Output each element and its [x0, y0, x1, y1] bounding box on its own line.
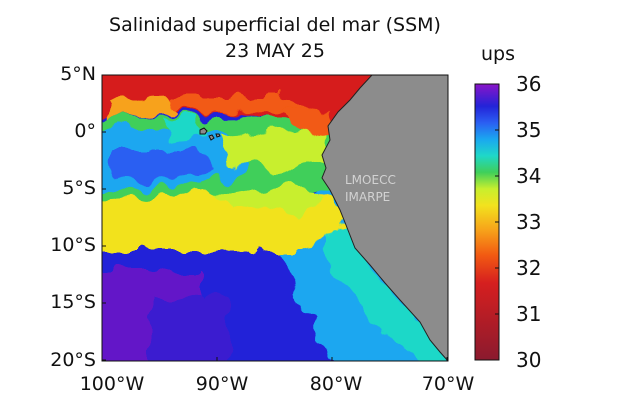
lat-label-5n: 5°N — [60, 63, 96, 85]
lat-label-5s: 5°S — [62, 177, 96, 199]
colorbar-unit: ups — [481, 43, 516, 65]
lon-label-90w: 90°W — [195, 373, 249, 395]
colorbar-label-32: 32 — [516, 256, 542, 280]
lat-label-0: 0° — [74, 120, 96, 142]
south-america-land — [321, 75, 448, 361]
lat-label-15s: 15°S — [50, 291, 96, 313]
salinity-field: LMOECC IMARPE — [102, 75, 448, 361]
lon-label-100w: 100°W — [79, 373, 145, 395]
lon-label-70w: 70°W — [421, 373, 475, 395]
lat-label-10s: 10°S — [50, 234, 96, 256]
lon-label-80w: 80°W — [309, 373, 363, 395]
colorbar-label-34: 34 — [516, 164, 542, 188]
colorbar-label-36: 36 — [516, 72, 542, 96]
colorbar-label-33: 33 — [516, 210, 542, 234]
colorbar-label-35: 35 — [516, 118, 542, 142]
map-frame — [101, 74, 449, 362]
lat-label-20s: 20°S — [50, 349, 96, 371]
watermark-line2: IMARPE — [345, 190, 390, 204]
colorbar-label-30: 30 — [516, 348, 542, 372]
colorbar-label-31: 31 — [516, 302, 542, 326]
chart-title: Salinidad superficial del mar (SSM) — [109, 14, 441, 36]
chart-date: 23 MAY 25 — [225, 40, 325, 62]
watermark-line1: LMOECC — [345, 173, 396, 187]
colorbar-tick-marks — [495, 83, 499, 361]
galapagos-islands — [199, 127, 221, 141]
lat-tick-marks — [101, 74, 448, 361]
